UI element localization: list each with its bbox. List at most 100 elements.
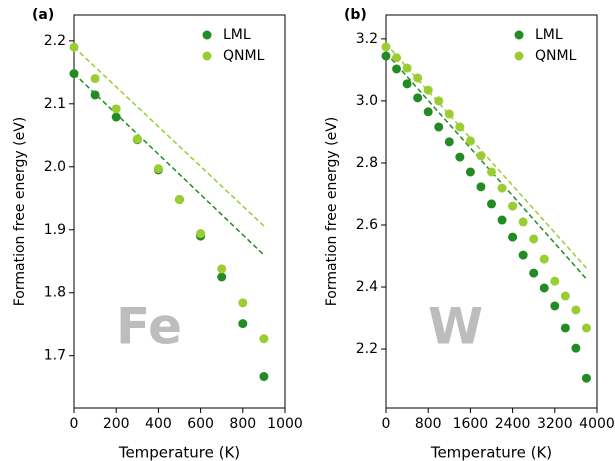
point [153, 164, 163, 174]
legend-marker [514, 30, 524, 40]
point [571, 343, 581, 353]
point [423, 85, 433, 95]
point [465, 167, 475, 177]
point [196, 229, 206, 239]
legend-label: QNML [223, 48, 265, 64]
y-tick-label: 2.6 [356, 217, 378, 233]
axes-frame [73, 14, 286, 409]
y-tick-label: 3.2 [356, 31, 378, 47]
legend-marker [202, 51, 212, 61]
point [392, 64, 402, 74]
y-tick-label: 2.1 [44, 96, 66, 112]
annotation: W [428, 298, 483, 356]
point [444, 137, 454, 147]
panel-label: (b) [344, 7, 367, 23]
point [90, 74, 100, 84]
point [518, 250, 528, 260]
y-tick-label: 1.8 [44, 285, 66, 301]
point [434, 96, 444, 106]
point [413, 73, 423, 83]
point [550, 276, 560, 286]
point [90, 90, 100, 100]
x-tick-label: 3200 [537, 416, 573, 432]
point [434, 122, 444, 132]
point [111, 104, 121, 114]
legend-marker [202, 30, 212, 40]
x-tick-label: 200 [103, 416, 130, 432]
point [560, 291, 570, 301]
y-tick-label: 1.7 [44, 348, 66, 364]
point [518, 217, 528, 227]
point [381, 42, 391, 52]
point [217, 272, 227, 282]
axes-frame [385, 14, 598, 409]
fit-line [73, 46, 265, 227]
point [476, 182, 486, 192]
y-tick-label: 2.8 [356, 155, 378, 171]
point [529, 268, 539, 278]
point [69, 69, 79, 79]
legend-marker [514, 51, 524, 61]
x-tick-label: 800 [229, 416, 256, 432]
point [455, 152, 465, 162]
point [381, 51, 391, 61]
y-tick-label: 2.2 [44, 33, 66, 49]
point [392, 53, 402, 63]
legend-label: LML [535, 27, 563, 43]
y-tick-label: 2.4 [356, 279, 378, 295]
point [217, 264, 227, 274]
point [487, 199, 496, 209]
point [259, 372, 269, 382]
point [402, 63, 412, 73]
point [508, 201, 518, 211]
x-tick-label: 400 [145, 416, 172, 432]
point [529, 234, 539, 244]
x-tick-label: 0 [70, 416, 79, 432]
panel-label: (a) [32, 7, 54, 23]
point [175, 195, 184, 205]
x-tick-label: 1000 [267, 416, 303, 432]
x-tick-label: 800 [415, 416, 442, 432]
point [238, 298, 248, 308]
point [259, 334, 269, 344]
x-axis-label: Temperature (K) [118, 444, 240, 461]
legend-label: QNML [535, 48, 577, 64]
y-tick-label: 1.9 [44, 222, 66, 238]
x-tick-label: 0 [382, 416, 391, 432]
y-axis-label: Formation free energy (eV) [12, 117, 28, 307]
point [508, 232, 518, 242]
fit-line [385, 52, 588, 280]
point [423, 107, 433, 117]
point [560, 323, 570, 333]
point [581, 373, 591, 383]
x-tick-label: 600 [187, 416, 214, 432]
x-tick-label: 4000 [579, 416, 615, 432]
point [497, 215, 507, 225]
point [539, 283, 549, 293]
fit-line [73, 73, 265, 256]
point [476, 151, 486, 161]
x-tick-label: 2400 [495, 416, 531, 432]
point [69, 42, 79, 52]
legend-label: LML [223, 27, 251, 43]
point [487, 167, 496, 177]
point [550, 301, 560, 311]
point [132, 134, 142, 144]
y-tick-label: 2.2 [356, 341, 378, 357]
y-tick-label: 3.0 [356, 93, 378, 109]
point [402, 79, 412, 89]
x-axis-label: Temperature (K) [430, 444, 552, 461]
annotation: Fe [116, 298, 182, 356]
point [539, 254, 549, 264]
point [455, 122, 465, 132]
x-tick-label: 1600 [453, 416, 489, 432]
point [413, 93, 423, 103]
point [465, 136, 475, 146]
point [497, 183, 507, 193]
y-tick-label: 2.0 [44, 159, 66, 175]
point [111, 112, 121, 122]
point [238, 319, 248, 329]
point [581, 323, 591, 333]
